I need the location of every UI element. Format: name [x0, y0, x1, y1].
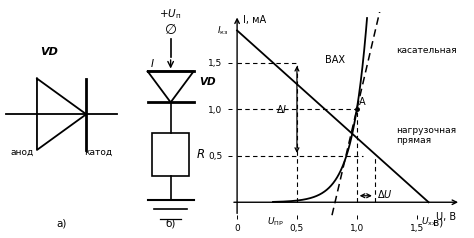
Text: R: R — [197, 148, 205, 161]
Text: $+U_{\rm п}$: $+U_{\rm п}$ — [159, 7, 182, 21]
Text: $U_{\rm ПР}$: $U_{\rm ПР}$ — [267, 215, 284, 228]
FancyBboxPatch shape — [152, 133, 190, 176]
Text: I, мА: I, мА — [243, 15, 266, 25]
Text: I: I — [150, 59, 154, 69]
Text: анод: анод — [10, 148, 34, 157]
Text: $U_{\rm хх}$: $U_{\rm хх}$ — [420, 215, 437, 228]
Text: $\Delta U$: $\Delta U$ — [377, 188, 393, 200]
Text: VD: VD — [199, 77, 215, 87]
Text: $\Delta I$: $\Delta I$ — [276, 103, 287, 115]
Text: U, В: U, В — [436, 213, 456, 223]
Text: б): б) — [165, 218, 176, 228]
Text: $I_{\rm кз}$: $I_{\rm кз}$ — [217, 24, 229, 37]
Text: а): а) — [56, 218, 67, 228]
Text: $\varnothing$: $\varnothing$ — [164, 23, 177, 37]
Text: катод: катод — [84, 148, 113, 157]
Text: ВАХ: ВАХ — [325, 55, 345, 65]
Text: касательная: касательная — [396, 46, 457, 55]
Text: А: А — [359, 97, 366, 107]
Text: нагрузочная
прямая: нагрузочная прямая — [396, 126, 456, 145]
Text: VD: VD — [40, 47, 58, 57]
Text: в): в) — [433, 217, 443, 227]
